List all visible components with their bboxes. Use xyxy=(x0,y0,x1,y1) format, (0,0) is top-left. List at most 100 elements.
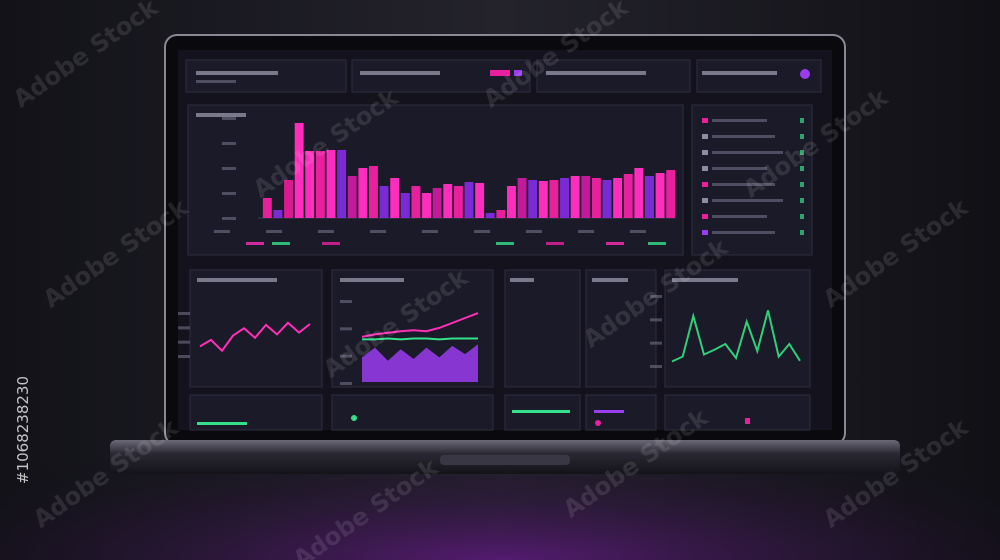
icon xyxy=(800,69,810,79)
bar xyxy=(411,186,421,218)
list-action xyxy=(800,230,804,235)
card xyxy=(185,59,347,93)
bar xyxy=(645,176,654,218)
list xyxy=(702,118,804,235)
bar xyxy=(369,166,378,218)
list-action xyxy=(800,150,804,155)
list-action xyxy=(800,182,804,187)
bar xyxy=(315,151,325,218)
x-tick-text xyxy=(322,242,340,245)
y-tick-text xyxy=(222,167,236,170)
bar xyxy=(273,210,283,218)
bar xyxy=(390,178,400,218)
x-tick-text xyxy=(496,242,514,245)
panel-title xyxy=(340,278,404,282)
y-tick-text xyxy=(222,142,236,145)
bar xyxy=(591,178,601,218)
bar xyxy=(666,170,676,218)
axis-text xyxy=(178,312,190,315)
list-action xyxy=(800,166,804,171)
x-tick-text xyxy=(266,230,282,233)
line xyxy=(362,337,478,341)
bar xyxy=(358,168,368,218)
icon xyxy=(595,420,601,426)
bar xyxy=(613,178,623,218)
card xyxy=(696,59,822,93)
icon xyxy=(745,418,750,424)
list-text xyxy=(712,231,775,234)
axis-text xyxy=(178,340,190,344)
bar xyxy=(432,188,442,218)
bar xyxy=(305,151,315,218)
bar xyxy=(453,186,463,218)
bar xyxy=(400,193,410,218)
list-text xyxy=(712,167,767,170)
bar xyxy=(517,178,527,218)
icon xyxy=(351,415,357,421)
list-text xyxy=(712,183,775,186)
list-icon xyxy=(702,118,708,123)
list-icon xyxy=(702,150,708,155)
axis-text xyxy=(340,354,352,358)
axis-text xyxy=(340,300,352,303)
x-tick-text xyxy=(546,242,564,245)
laptop-notch xyxy=(440,455,570,465)
y-tick-text xyxy=(222,192,236,195)
y-tick-text xyxy=(222,117,236,120)
line xyxy=(199,321,311,353)
bar xyxy=(655,173,665,218)
bar xyxy=(475,183,485,218)
line xyxy=(361,312,479,338)
x-tick-text xyxy=(214,230,230,233)
bar xyxy=(443,184,453,218)
badge xyxy=(514,70,522,76)
panel-title xyxy=(592,278,628,282)
list-action xyxy=(800,214,804,219)
axis-text xyxy=(650,318,662,322)
card xyxy=(536,59,691,93)
x-tick-text xyxy=(272,242,290,245)
x-tick-text xyxy=(648,242,666,245)
panel-title xyxy=(510,278,534,282)
list-text xyxy=(712,199,783,202)
bar xyxy=(294,123,304,218)
list-icon xyxy=(702,198,708,203)
bar xyxy=(262,198,272,218)
list-icon xyxy=(702,230,708,235)
bar xyxy=(634,168,644,218)
card-text xyxy=(702,71,777,75)
card-text xyxy=(546,71,646,75)
progress xyxy=(197,422,247,425)
panel-title xyxy=(196,113,246,117)
axis-text xyxy=(650,341,662,345)
line xyxy=(671,310,801,363)
bar xyxy=(337,150,347,218)
y-tick-text xyxy=(222,217,236,220)
card-text xyxy=(360,71,440,75)
x-tick-text xyxy=(474,230,490,233)
bar xyxy=(549,180,559,218)
bar xyxy=(570,176,580,218)
bar xyxy=(464,182,474,218)
bar xyxy=(528,180,538,218)
bar xyxy=(623,174,633,218)
axis-text xyxy=(650,295,662,298)
stock-id: #1068238230 xyxy=(14,376,32,484)
list-text xyxy=(712,119,767,122)
list-icon xyxy=(702,134,708,139)
panel xyxy=(331,394,494,431)
x-tick-text xyxy=(526,230,542,233)
axis-text xyxy=(178,355,190,358)
x-tick-text xyxy=(370,230,386,233)
panel xyxy=(585,269,657,388)
card-text xyxy=(196,71,278,75)
axis-text xyxy=(650,365,662,368)
panel xyxy=(504,269,581,388)
panel-title xyxy=(197,278,277,282)
list-icon xyxy=(702,182,708,187)
badge xyxy=(490,70,510,76)
list-icon xyxy=(702,166,708,171)
bar xyxy=(485,213,495,218)
bar xyxy=(347,176,357,218)
